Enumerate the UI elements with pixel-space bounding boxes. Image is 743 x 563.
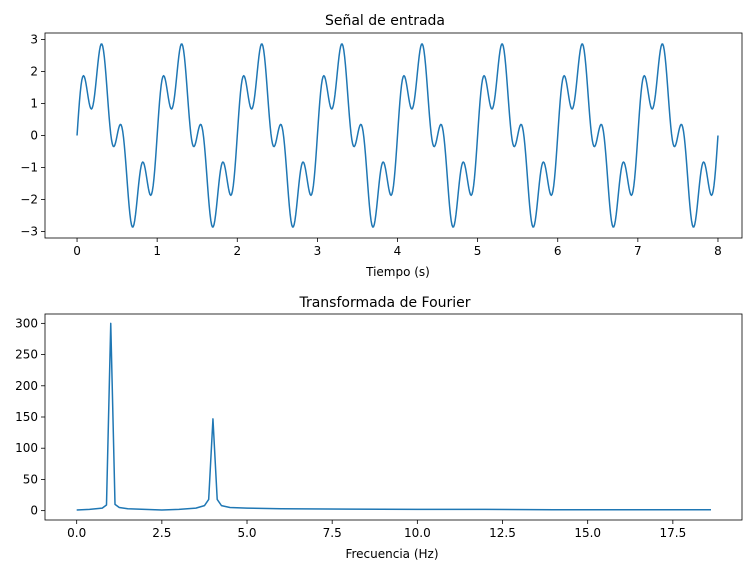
signal-y-tick-label: 2: [30, 64, 38, 78]
signal-y-tick-label: 0: [30, 129, 38, 143]
fourier-y-tick-label: 200: [15, 379, 38, 393]
signal-x-tick-label: 6: [554, 244, 562, 258]
fourier-line: [76, 322, 711, 511]
signal-y-tick-label: 3: [30, 32, 38, 46]
signal-x-tick-label: 1: [153, 244, 161, 258]
signal-line: [76, 43, 719, 228]
signal-plot-title: Señal de entrada: [325, 13, 445, 29]
signal-y-ticks: −3 −2 −1 0 1 2 3: [20, 32, 45, 239]
signal-y-tick-label: −3: [20, 225, 38, 239]
signal-x-tick-label: 5: [474, 244, 482, 258]
fourier-x-tick-label: 10.0: [404, 526, 431, 540]
fourier-x-tick-label: 0.0: [67, 526, 86, 540]
fourier-x-tick-label: 12.5: [489, 526, 516, 540]
fourier-y-tick-label: 50: [23, 472, 38, 486]
fourier-x-tick-label: 15.0: [574, 526, 601, 540]
fourier-y-ticks: 0 50 100 150 200 250 300: [15, 316, 45, 518]
fourier-y-tick-label: 150: [15, 410, 38, 424]
signal-x-label: Tiempo (s): [365, 265, 430, 279]
signal-x-tick-label: 2: [233, 244, 241, 258]
fourier-plot-frame: [44, 313, 743, 521]
fourier-x-tick-label: 2.5: [152, 526, 171, 540]
fourier-x-tick-label: 7.5: [323, 526, 342, 540]
signal-x-tick-label: 8: [714, 244, 722, 258]
fourier-x-ticks: 0.0 2.5 5.0 7.5 10.0 12.5 15.0 17.5: [67, 520, 686, 540]
signal-y-tick-label: 1: [30, 96, 38, 110]
fourier-y-tick-label: 250: [15, 348, 38, 362]
signal-y-tick-label: −2: [20, 193, 38, 207]
signal-x-tick-label: 7: [634, 244, 642, 258]
signal-plot-frame: [44, 32, 743, 239]
fourier-y-tick-label: 0: [30, 504, 38, 518]
fourier-y-tick-label: 300: [15, 316, 38, 330]
signal-y-tick-label: −1: [20, 161, 38, 175]
fourier-x-label: Frecuencia (Hz): [345, 547, 438, 561]
fourier-x-tick-label: 17.5: [659, 526, 686, 540]
signal-x-tick-label: 3: [314, 244, 322, 258]
signal-x-tick-label: 4: [394, 244, 402, 258]
signal-x-tick-label: 0: [73, 244, 81, 258]
signal-x-ticks: 0 1 2 3 4 5 6 7 8: [73, 238, 722, 258]
fourier-x-tick-label: 5.0: [237, 526, 256, 540]
fourier-plot: Transformada de Fourier 0.0 2.5 5.0 7.5 10.0…: [15, 295, 743, 561]
fourier-plot-title: Transformada de Fourier: [298, 295, 470, 311]
signal-plot: Señal de entrada 0 1 2 3 4 5 6 7 8 −3 −2 −1 0 1 2 3 Ti…: [20, 13, 743, 279]
fourier-y-tick-label: 100: [15, 441, 38, 455]
